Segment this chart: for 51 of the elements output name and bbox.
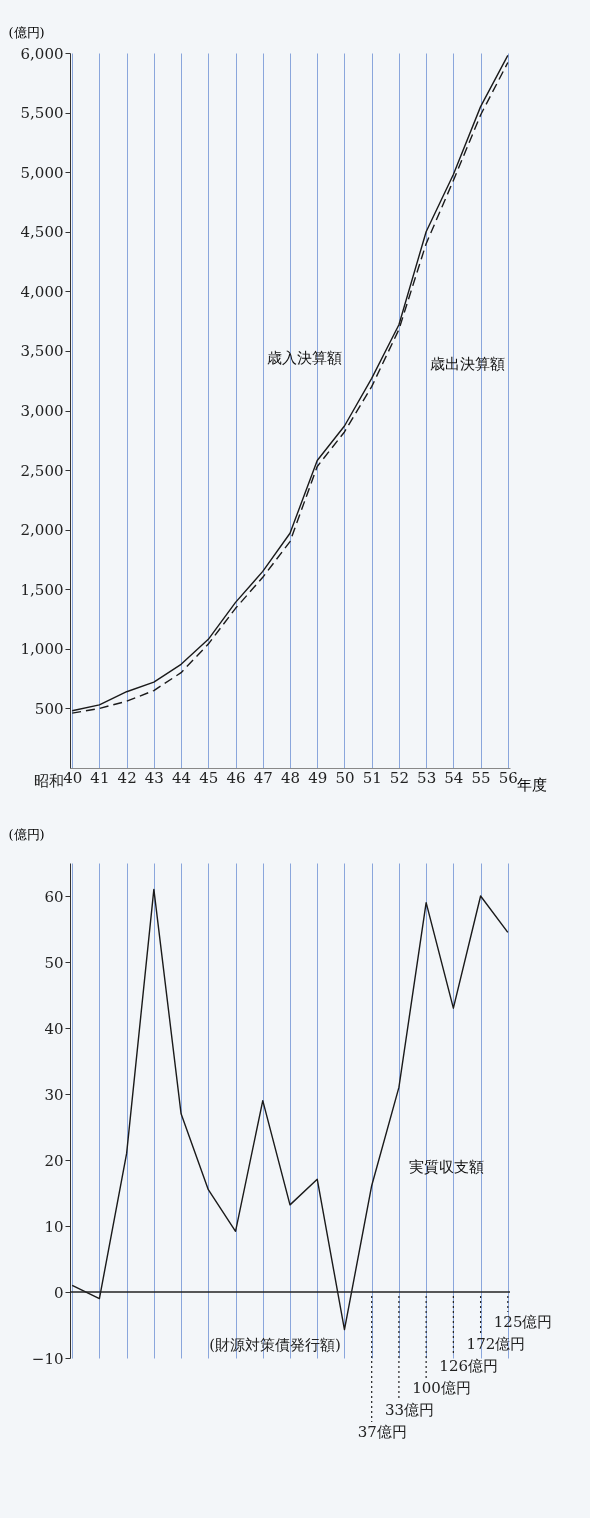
y-axis-title: (億円) bbox=[8, 24, 45, 40]
y-tick-label: 10 bbox=[44, 1217, 64, 1236]
y-tick-label: 5,500 bbox=[20, 104, 64, 123]
y-axis-title: (億円) bbox=[8, 826, 45, 842]
y-tick-label: 3,000 bbox=[20, 402, 64, 420]
x-tick-label: 48 bbox=[280, 768, 301, 787]
x-tick-label: 41 bbox=[90, 768, 110, 787]
y-tick-label: 6,000 bbox=[20, 44, 64, 63]
text: 歳出決算額 bbox=[430, 354, 506, 373]
y-tick-label: 4,500 bbox=[20, 223, 64, 242]
x-tick-label: 47 bbox=[253, 768, 273, 787]
y-tick-label: 1,500 bbox=[20, 580, 64, 599]
annotation: 37億円 bbox=[357, 1423, 407, 1441]
y-tick-label: 3,500 bbox=[20, 342, 64, 361]
annotation: (財源対策債発行額) bbox=[209, 1336, 341, 1354]
text: 歳入決算額 bbox=[266, 349, 342, 368]
x-tick-label: 50 bbox=[335, 768, 355, 787]
y-tick-label: 60 bbox=[44, 887, 64, 906]
annotation: 125億円 bbox=[493, 1313, 553, 1331]
x-tick-label: 46 bbox=[226, 768, 246, 787]
x-tick-label: 43 bbox=[144, 768, 164, 787]
y-tick-label: 2,000 bbox=[20, 521, 64, 540]
y-tick-label: −10 bbox=[31, 1349, 64, 1368]
y-tick-label: 50 bbox=[44, 953, 64, 972]
annotation: 126億円 bbox=[439, 1357, 499, 1375]
annotation: 172億円 bbox=[466, 1335, 526, 1353]
x-tick-label: 53 bbox=[417, 768, 437, 787]
y-tick-label: 500 bbox=[34, 699, 64, 718]
x-tick-label: 42 bbox=[117, 768, 137, 787]
x-tick-label: 55 bbox=[471, 768, 491, 787]
x-tick-label: 45 bbox=[199, 768, 219, 787]
y-tick-label: 4,000 bbox=[20, 282, 64, 301]
text: 昭和 bbox=[34, 772, 64, 790]
x-tick-label: 40 bbox=[63, 768, 83, 787]
annotation: 100億円 bbox=[412, 1379, 471, 1397]
x-tick-label: 49 bbox=[308, 768, 328, 787]
x-tick-label: 56 bbox=[498, 768, 518, 787]
x-tick-label: 44 bbox=[172, 768, 192, 787]
x-tick-label: 51 bbox=[362, 768, 382, 787]
y-tick-label: 40 bbox=[44, 1019, 64, 1038]
x-tick-label: 52 bbox=[389, 768, 409, 787]
y-tick-label: 0 bbox=[53, 1283, 64, 1302]
y-tick-label: 5,000 bbox=[20, 163, 64, 182]
y-tick-label: 30 bbox=[44, 1085, 64, 1104]
x-axis-title: 年度 bbox=[516, 775, 547, 794]
x-tick-label: 54 bbox=[444, 768, 464, 787]
annotation: 33億円 bbox=[384, 1401, 434, 1419]
y-tick-label: 20 bbox=[44, 1151, 64, 1170]
y-tick-label: 1,000 bbox=[20, 640, 64, 659]
series-label: 実質収支額 bbox=[408, 1158, 484, 1177]
y-tick-label: 2,500 bbox=[20, 461, 64, 480]
